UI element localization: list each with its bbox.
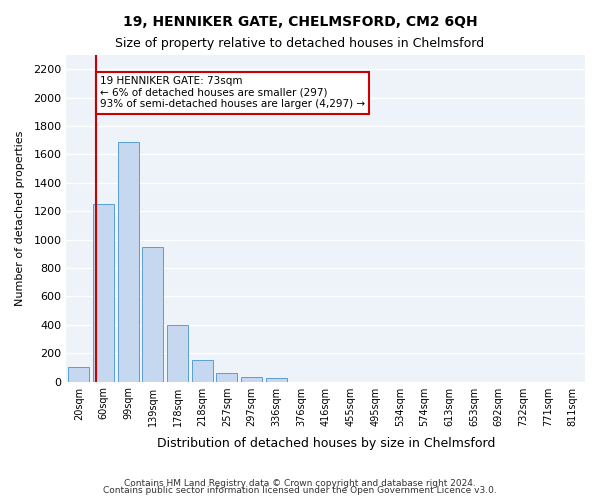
Bar bbox=[266, 378, 287, 382]
Bar bbox=[192, 360, 213, 382]
X-axis label: Distribution of detached houses by size in Chelmsford: Distribution of detached houses by size … bbox=[157, 437, 495, 450]
Bar bbox=[217, 373, 238, 382]
Text: 19 HENNIKER GATE: 73sqm
← 6% of detached houses are smaller (297)
93% of semi-de: 19 HENNIKER GATE: 73sqm ← 6% of detached… bbox=[100, 76, 365, 110]
Text: 19, HENNIKER GATE, CHELMSFORD, CM2 6QH: 19, HENNIKER GATE, CHELMSFORD, CM2 6QH bbox=[122, 15, 478, 29]
Bar bbox=[68, 368, 89, 382]
Bar bbox=[93, 204, 114, 382]
Text: Size of property relative to detached houses in Chelmsford: Size of property relative to detached ho… bbox=[115, 38, 485, 51]
Bar bbox=[167, 324, 188, 382]
Y-axis label: Number of detached properties: Number of detached properties bbox=[15, 130, 25, 306]
Text: Contains public sector information licensed under the Open Government Licence v3: Contains public sector information licen… bbox=[103, 486, 497, 495]
Bar bbox=[118, 142, 139, 382]
Text: Contains HM Land Registry data © Crown copyright and database right 2024.: Contains HM Land Registry data © Crown c… bbox=[124, 478, 476, 488]
Bar bbox=[241, 378, 262, 382]
Bar bbox=[142, 246, 163, 382]
